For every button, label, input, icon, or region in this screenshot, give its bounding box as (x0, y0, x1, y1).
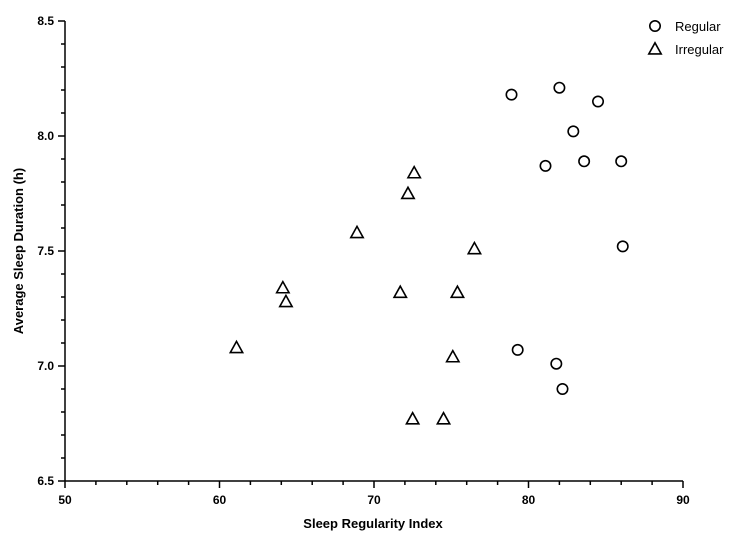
data-points (228, 81, 629, 425)
y-tick-label: 7.0 (37, 359, 54, 373)
y-tick-label: 8.5 (37, 14, 54, 28)
x-tick-label: 80 (522, 493, 536, 507)
data-point-regular (615, 155, 628, 168)
legend-marker-irregular (647, 41, 663, 55)
data-point-regular (553, 81, 566, 94)
y-axis-title: Average Sleep Duration (h) (11, 168, 26, 334)
data-point-irregular (392, 284, 408, 299)
x-tick-label: 60 (213, 493, 227, 507)
data-point-regular (505, 88, 518, 101)
x-tick-label: 50 (58, 493, 72, 507)
data-point-regular (550, 357, 563, 370)
data-point-regular (616, 240, 629, 253)
data-point-irregular (349, 224, 365, 239)
data-point-irregular (228, 339, 245, 354)
data-point-regular (511, 343, 524, 356)
data-point-regular (567, 125, 580, 138)
x-axis-title: Sleep Regularity Index (303, 516, 443, 531)
data-point-irregular (405, 411, 421, 425)
y-tick-label: 8.0 (37, 129, 54, 143)
data-point-regular (556, 382, 569, 395)
data-point-irregular (445, 348, 461, 363)
data-point-regular (578, 155, 591, 168)
legend-marker-regular (648, 19, 661, 32)
data-point-irregular (435, 411, 452, 425)
data-point-irregular (466, 240, 482, 255)
x-tick-label: 70 (367, 493, 381, 507)
data-point-irregular (400, 185, 416, 200)
x-tick-label: 90 (676, 493, 690, 507)
y-tick-label: 6.5 (37, 474, 54, 488)
data-point-regular (592, 95, 605, 108)
legend-label-irregular: Irregular (675, 42, 724, 57)
data-point-regular (539, 159, 552, 172)
data-point-irregular (275, 279, 291, 294)
legend-label-regular: Regular (675, 19, 721, 34)
data-point-irregular (406, 164, 422, 179)
data-point-irregular (278, 293, 294, 308)
axes: 50 60 70 80 90 6.5 7.0 7.5 8.0 8.5 (37, 14, 690, 507)
legend: Regular Irregular (647, 19, 724, 57)
y-tick-label: 7.5 (37, 244, 54, 258)
data-point-irregular (449, 284, 465, 299)
